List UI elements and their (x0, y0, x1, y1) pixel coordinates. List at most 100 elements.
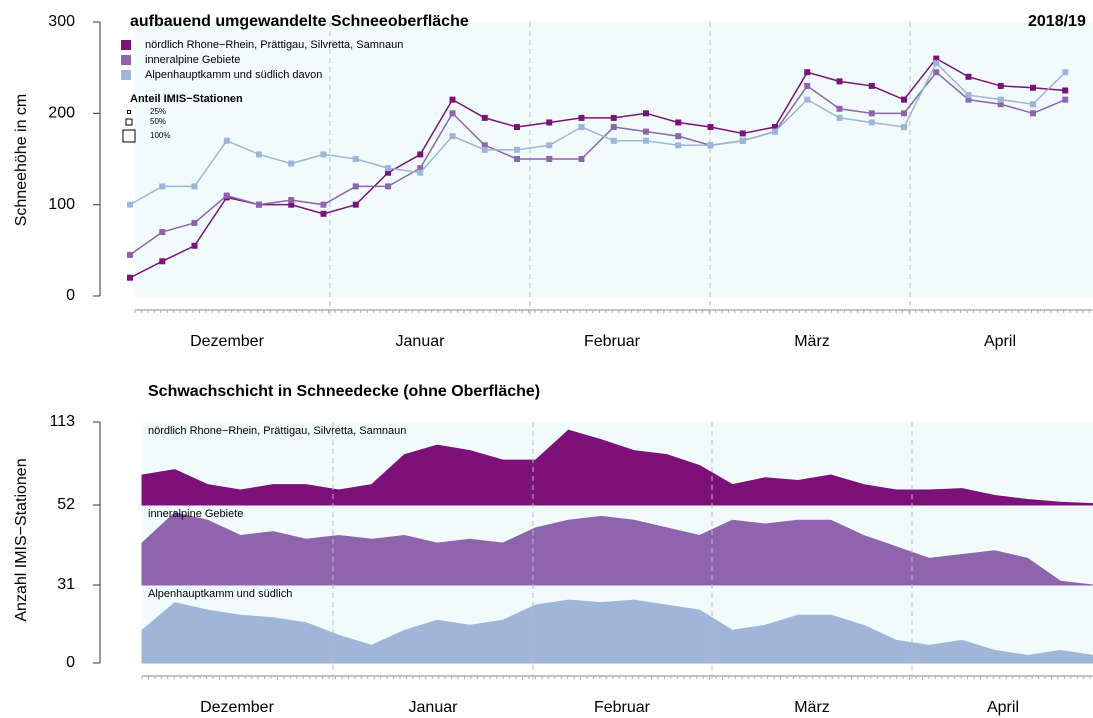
marker (675, 133, 682, 140)
marker (1030, 84, 1036, 91)
marker (514, 156, 520, 162)
band-label: nördlich Rhone−Rhein, Prättigau, Silvret… (148, 425, 406, 437)
marker (836, 78, 843, 85)
band-label: Alpenhauptkamm und südlich (148, 588, 292, 600)
marker (417, 165, 424, 172)
legend-label: nördlich Rhone−Rhein, Prättigau, Silvret… (145, 39, 403, 51)
marker (868, 110, 875, 117)
marker (481, 114, 488, 121)
marker (352, 183, 359, 190)
marker (352, 156, 359, 162)
marker (1030, 110, 1036, 117)
marker (610, 137, 617, 144)
chart-subtitle: 2018/19 (1028, 13, 1086, 30)
band-label: inneralpine Gebiete (148, 508, 243, 520)
chart-title: aufbauend umgewandelte Schneeoberfläche (130, 13, 469, 30)
marker (707, 124, 714, 131)
marker (610, 114, 617, 121)
marker (191, 242, 198, 249)
marker (675, 142, 682, 149)
marker (772, 128, 778, 135)
marker (739, 130, 746, 137)
x-tick-label: Dezember (190, 333, 264, 350)
marker (546, 119, 553, 126)
marker (707, 142, 714, 149)
marker (836, 114, 843, 121)
marker (997, 96, 1004, 103)
marker (481, 146, 488, 153)
size-legend-square (127, 110, 131, 114)
marker (191, 183, 198, 190)
y-tick-label: 0 (66, 654, 75, 671)
marker (288, 197, 295, 204)
marker (965, 92, 972, 99)
legend-swatch (121, 70, 131, 80)
marker (449, 96, 456, 103)
marker (352, 201, 359, 208)
y-tick-label: 200 (48, 105, 75, 122)
series-line (129, 61, 1066, 206)
marker (772, 124, 778, 131)
marker (385, 183, 391, 190)
legend-swatch (121, 40, 131, 50)
marker (514, 146, 520, 153)
marker (933, 69, 940, 76)
series-area (141, 512, 1093, 586)
series-line (129, 57, 1066, 279)
marker (127, 274, 133, 281)
marker (997, 82, 1004, 89)
marker (739, 137, 746, 144)
marker (901, 110, 907, 117)
y-axis-label: Anzahl IMIS−Stationen (13, 458, 30, 621)
marker (578, 114, 585, 121)
marker (933, 60, 940, 67)
marker (643, 110, 649, 117)
marker (223, 192, 230, 199)
x-tick-label: Januar (396, 333, 446, 350)
marker (320, 210, 327, 217)
marker (288, 201, 295, 208)
marker (901, 96, 907, 103)
marker (191, 219, 198, 226)
marker (159, 258, 166, 265)
chart-title: Schwachschicht in Schneedecke (ohne Ober… (148, 383, 540, 400)
marker (578, 124, 585, 131)
x-tick-label: März (794, 699, 830, 716)
y-tick-label: 100 (48, 196, 75, 213)
marker (256, 151, 262, 158)
marker (385, 169, 391, 176)
marker (127, 201, 133, 208)
size-legend-square (122, 129, 136, 143)
marker (159, 183, 166, 190)
y-axis-label: Schneehöhe in cm (13, 94, 30, 227)
x-tick-label: April (987, 699, 1019, 716)
series-line (129, 71, 1066, 256)
size-legend-label: 50% (150, 117, 166, 126)
marker (965, 73, 972, 80)
legend-swatch (121, 55, 131, 65)
legend-label: inneralpine Gebiete (145, 54, 240, 66)
y-tick-label: 113 (49, 413, 75, 430)
marker (449, 110, 456, 117)
series-area (141, 599, 1093, 664)
marker (256, 201, 262, 208)
marker (868, 119, 875, 126)
marker (804, 69, 811, 76)
size-legend-square (125, 118, 133, 126)
marker (1062, 87, 1069, 94)
marker (901, 124, 907, 131)
marker (610, 124, 617, 131)
marker (578, 156, 585, 162)
size-legend-label: 25% (150, 107, 166, 116)
marker (159, 229, 166, 236)
y-tick-label: 0 (66, 287, 75, 304)
marker (417, 169, 424, 176)
y-tick-label: 52 (57, 496, 75, 513)
marker (675, 119, 682, 126)
marker (546, 156, 553, 162)
marker (804, 96, 811, 103)
marker (546, 142, 553, 149)
series-area (141, 429, 1093, 506)
x-tick-label: Februar (584, 333, 641, 350)
